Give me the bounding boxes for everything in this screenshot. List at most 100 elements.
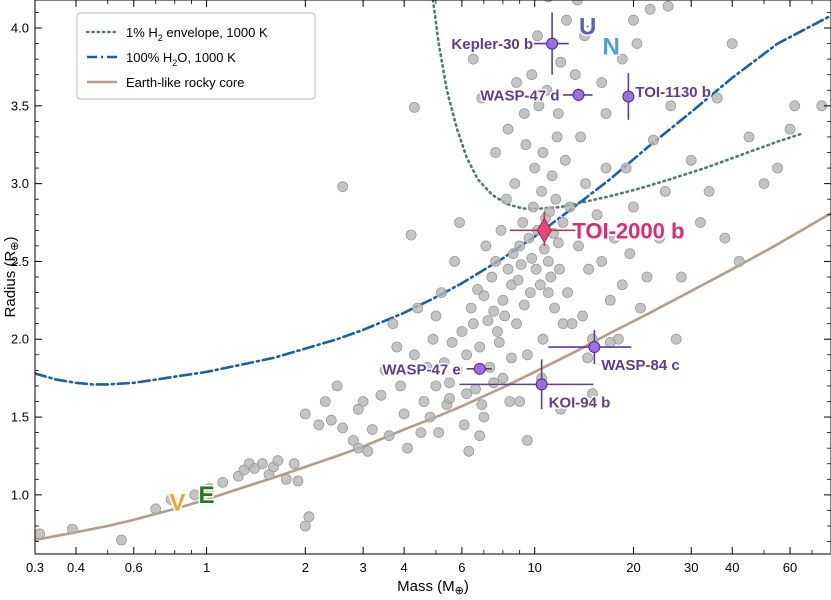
population-point xyxy=(604,336,616,348)
planet-marker xyxy=(572,88,585,101)
solar-planet-letter: U xyxy=(579,13,596,40)
population-point xyxy=(644,3,656,15)
x-tick-label: 6 xyxy=(458,560,465,575)
population-point xyxy=(529,162,541,174)
planet-wasp-84-c: WASP-84 c xyxy=(548,329,681,376)
x-tick-label: 0.3 xyxy=(26,560,44,575)
population-point xyxy=(480,240,492,252)
population-point xyxy=(534,279,546,291)
solar-planet-point xyxy=(586,25,589,28)
population-point xyxy=(395,380,406,392)
population-point xyxy=(486,271,498,283)
y-tick-label: 1.0 xyxy=(11,487,29,502)
x-tick-label: 3 xyxy=(359,560,366,575)
planet-label: WASP-47 e xyxy=(382,361,460,378)
solar-planet-point xyxy=(176,501,179,504)
model-curve-1-h2-envelope-1000-k xyxy=(431,0,803,210)
population-point xyxy=(387,318,399,330)
population-point xyxy=(518,108,530,119)
population-point xyxy=(362,445,374,457)
population-point xyxy=(325,414,337,426)
population-point xyxy=(299,408,311,420)
population-point xyxy=(116,534,127,546)
population-point xyxy=(670,333,682,345)
population-point xyxy=(569,69,581,81)
population-point xyxy=(546,170,558,182)
population-point xyxy=(541,84,553,96)
population-point xyxy=(451,364,463,376)
population-point xyxy=(524,287,536,299)
x-tick-label: 4 xyxy=(400,560,407,575)
population-point xyxy=(476,399,488,411)
population-point xyxy=(493,336,505,348)
x-tick-label: 40 xyxy=(725,560,739,575)
population-point xyxy=(523,232,535,244)
population-point xyxy=(490,147,502,158)
planet-marker xyxy=(588,341,601,354)
model-curve-100-h2o-1000-k xyxy=(35,14,831,386)
y-axis-label: Radius (R⊕) xyxy=(2,237,21,318)
planet-wasp-47-d: WASP-47 d xyxy=(479,86,593,106)
population-point xyxy=(366,424,378,435)
population-point xyxy=(35,528,46,540)
planet-toi-2000-b: TOI-2000 b xyxy=(509,211,686,246)
population-point xyxy=(536,185,547,197)
population-point xyxy=(500,193,512,205)
population-point xyxy=(491,326,503,337)
population-point xyxy=(379,364,391,376)
population-point xyxy=(490,255,502,267)
population-point xyxy=(292,475,304,487)
population-point xyxy=(408,349,420,361)
population-point xyxy=(659,185,671,197)
planet-label: Kepler-30 b xyxy=(451,36,533,53)
population-point xyxy=(554,263,565,275)
legend-label-h2o: 100% H2O, 1000 K xyxy=(126,50,236,68)
population-point xyxy=(189,489,201,501)
solar-planet-letter: V xyxy=(169,490,185,517)
population-point xyxy=(303,511,315,523)
population-point xyxy=(665,100,677,112)
population-point xyxy=(561,14,572,26)
population-point xyxy=(470,383,481,395)
population-point xyxy=(566,318,578,330)
legend: 1% H2 envelope, 1000 K 100% H2O, 1000 K … xyxy=(76,12,316,100)
population-point xyxy=(685,154,697,166)
population-point xyxy=(609,232,620,244)
population-point xyxy=(733,255,745,267)
y-tick-label: 3.5 xyxy=(11,98,29,113)
population-point xyxy=(743,131,755,143)
population-point xyxy=(463,445,475,457)
population-point xyxy=(165,494,177,505)
population-point xyxy=(424,411,436,423)
population-point xyxy=(467,53,479,65)
planet-koi-94-b: KOI-94 b xyxy=(459,359,612,413)
population-point xyxy=(600,162,612,174)
solar-planet-earth: E xyxy=(197,480,216,510)
population-point xyxy=(421,361,433,373)
population-point xyxy=(532,30,543,42)
population-point xyxy=(522,434,533,446)
population-point xyxy=(506,352,517,364)
population-point xyxy=(635,302,646,314)
solar-planet-point xyxy=(610,45,613,48)
population-point xyxy=(772,162,783,174)
population-point xyxy=(444,377,455,389)
population-point xyxy=(550,193,562,205)
y-tick-label: 3.0 xyxy=(11,176,29,191)
population-point xyxy=(758,178,770,190)
population-point xyxy=(482,315,494,327)
population-point xyxy=(514,240,526,252)
population-point xyxy=(676,271,687,283)
population-point xyxy=(549,302,560,314)
population-point xyxy=(476,92,488,104)
population-point xyxy=(474,341,486,353)
solar-planet-venus: V xyxy=(168,488,187,518)
population-point xyxy=(628,201,639,213)
population-point xyxy=(217,476,229,488)
population-point xyxy=(575,131,586,143)
population-point xyxy=(562,287,573,299)
population-point xyxy=(512,274,524,286)
population-point xyxy=(515,259,527,271)
population-point xyxy=(616,53,628,65)
population-point xyxy=(572,0,583,6)
